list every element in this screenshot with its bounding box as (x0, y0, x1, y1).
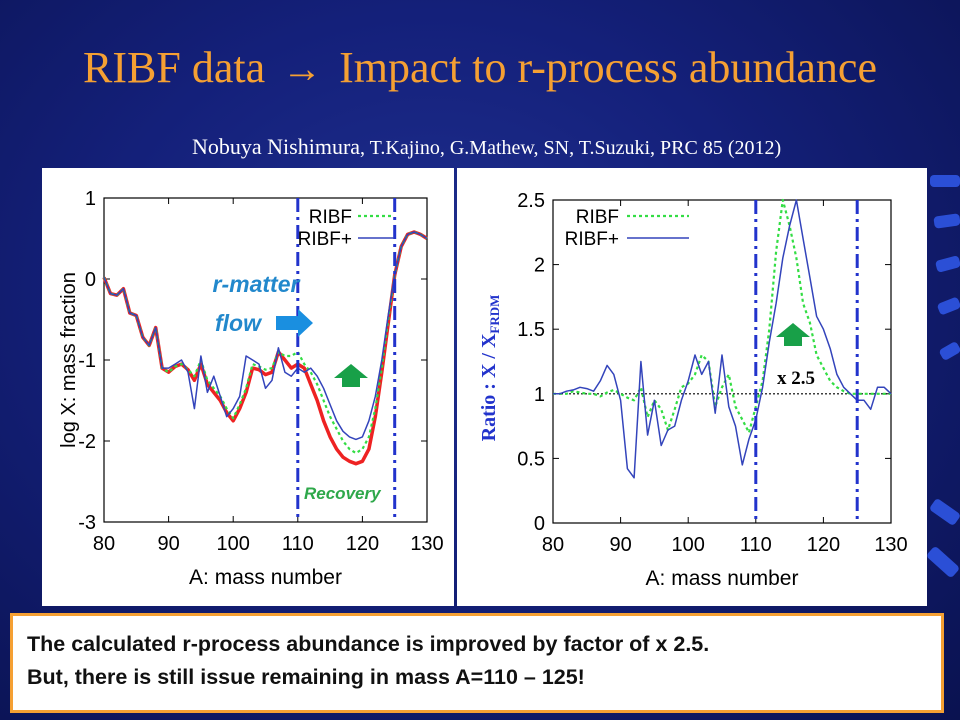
decorative-bar (928, 497, 960, 527)
y-tick-label: -3 (78, 512, 96, 534)
right-arrow-icon: → (282, 46, 323, 91)
series-ribf-plus-line (103, 231, 428, 441)
summary-box: The calculated r-process abundance is im… (10, 613, 944, 713)
plot-frame (103, 197, 428, 523)
x-tick-label: 100 (217, 533, 250, 555)
series-baseline-line (102, 230, 428, 466)
chart-right: 80 90 100 110 120 130 0 0.5 1 1.5 2 2.5 A: mass numb… (478, 190, 908, 590)
summary-line-1: The calculated r-process abundance is im… (27, 632, 710, 656)
y-tick-label: -2 (78, 431, 96, 453)
series-ribf-line (102, 230, 428, 455)
decorative-bar (933, 213, 960, 229)
y-tick-label: 2 (534, 255, 545, 277)
plot-frame (552, 199, 892, 524)
title-right: Impact to r-process abundance (339, 43, 877, 92)
decorative-bar (936, 296, 960, 316)
title-left: RIBF data (83, 43, 266, 92)
x-tick-label: 80 (542, 534, 564, 556)
x-axis-label: A: mass number (189, 566, 342, 589)
slide-title: RIBF data → Impact to r-process abundanc… (0, 42, 960, 93)
y-tick-label: 1.5 (517, 319, 545, 341)
x-tick-label: 90 (609, 534, 631, 556)
legend-label: RIBF (576, 207, 619, 228)
series-ribf-line (553, 198, 891, 434)
y-axis-label: Ratio : X / XFRDM (478, 295, 502, 442)
decorative-bar (925, 545, 960, 579)
chart-left-panel: 80 90 100 110 120 130 -3 -2 -1 0 1 A: mass number RI… (42, 168, 454, 606)
x-tick-label: 130 (874, 534, 907, 556)
citation-lead-author: Nobuya Nishimura (192, 134, 361, 159)
x-tick-label: 120 (807, 534, 840, 556)
citation: Nobuya Nishimura, T.Kajino, G.Mathew, SN… (192, 134, 912, 160)
x-tick-label: 90 (157, 533, 179, 555)
x-tick-label: 100 (672, 534, 705, 556)
legend-label: RIBF+ (298, 229, 352, 250)
chart-left: 80 90 100 110 120 130 -3 -2 -1 0 1 A: mass number RI… (58, 188, 444, 589)
decorative-bar (934, 255, 960, 273)
chart-right-panel: 80 90 100 110 120 130 0 0.5 1 1.5 2 2.5 A: mass numb… (457, 168, 927, 606)
y-tick-label: -1 (78, 350, 96, 372)
x-tick-label: 110 (740, 534, 772, 556)
recovery-label: Recovery (304, 484, 382, 503)
y-axis-label: log X: mass fraction (58, 272, 80, 448)
y-tick-label: 0 (534, 513, 545, 535)
summary-line-2: But, there is still issue remaining in m… (27, 665, 585, 689)
x-axis-label: A: mass number (646, 567, 799, 590)
factor-label: x 2.5 (777, 368, 815, 389)
x-tick-label: 80 (93, 533, 115, 555)
legend-label: RIBF (309, 207, 352, 228)
right-arrow-icon (276, 309, 313, 337)
flow-label-line-1: r-matter (213, 271, 301, 297)
up-arrow-icon (334, 364, 368, 387)
y-tick-label: 2.5 (517, 190, 545, 212)
y-tick-label: 1 (534, 384, 545, 406)
x-tick-label: 110 (282, 533, 314, 555)
series-ribf-plus-line (553, 199, 892, 479)
legend-label: RIBF+ (565, 229, 619, 250)
citation-rest: , T.Kajino, G.Mathew, SN, T.Suzuki, PRC … (360, 137, 782, 159)
y-tick-label: 1 (85, 188, 96, 210)
up-arrow-icon (776, 323, 810, 346)
y-tick-label: 0.5 (517, 448, 545, 470)
decorative-bar (930, 175, 960, 187)
x-tick-label: 130 (410, 533, 443, 555)
flow-label-line-2: flow (215, 310, 263, 336)
x-tick-label: 120 (346, 533, 379, 555)
y-tick-label: 0 (85, 269, 96, 291)
decorative-bar (938, 340, 960, 362)
